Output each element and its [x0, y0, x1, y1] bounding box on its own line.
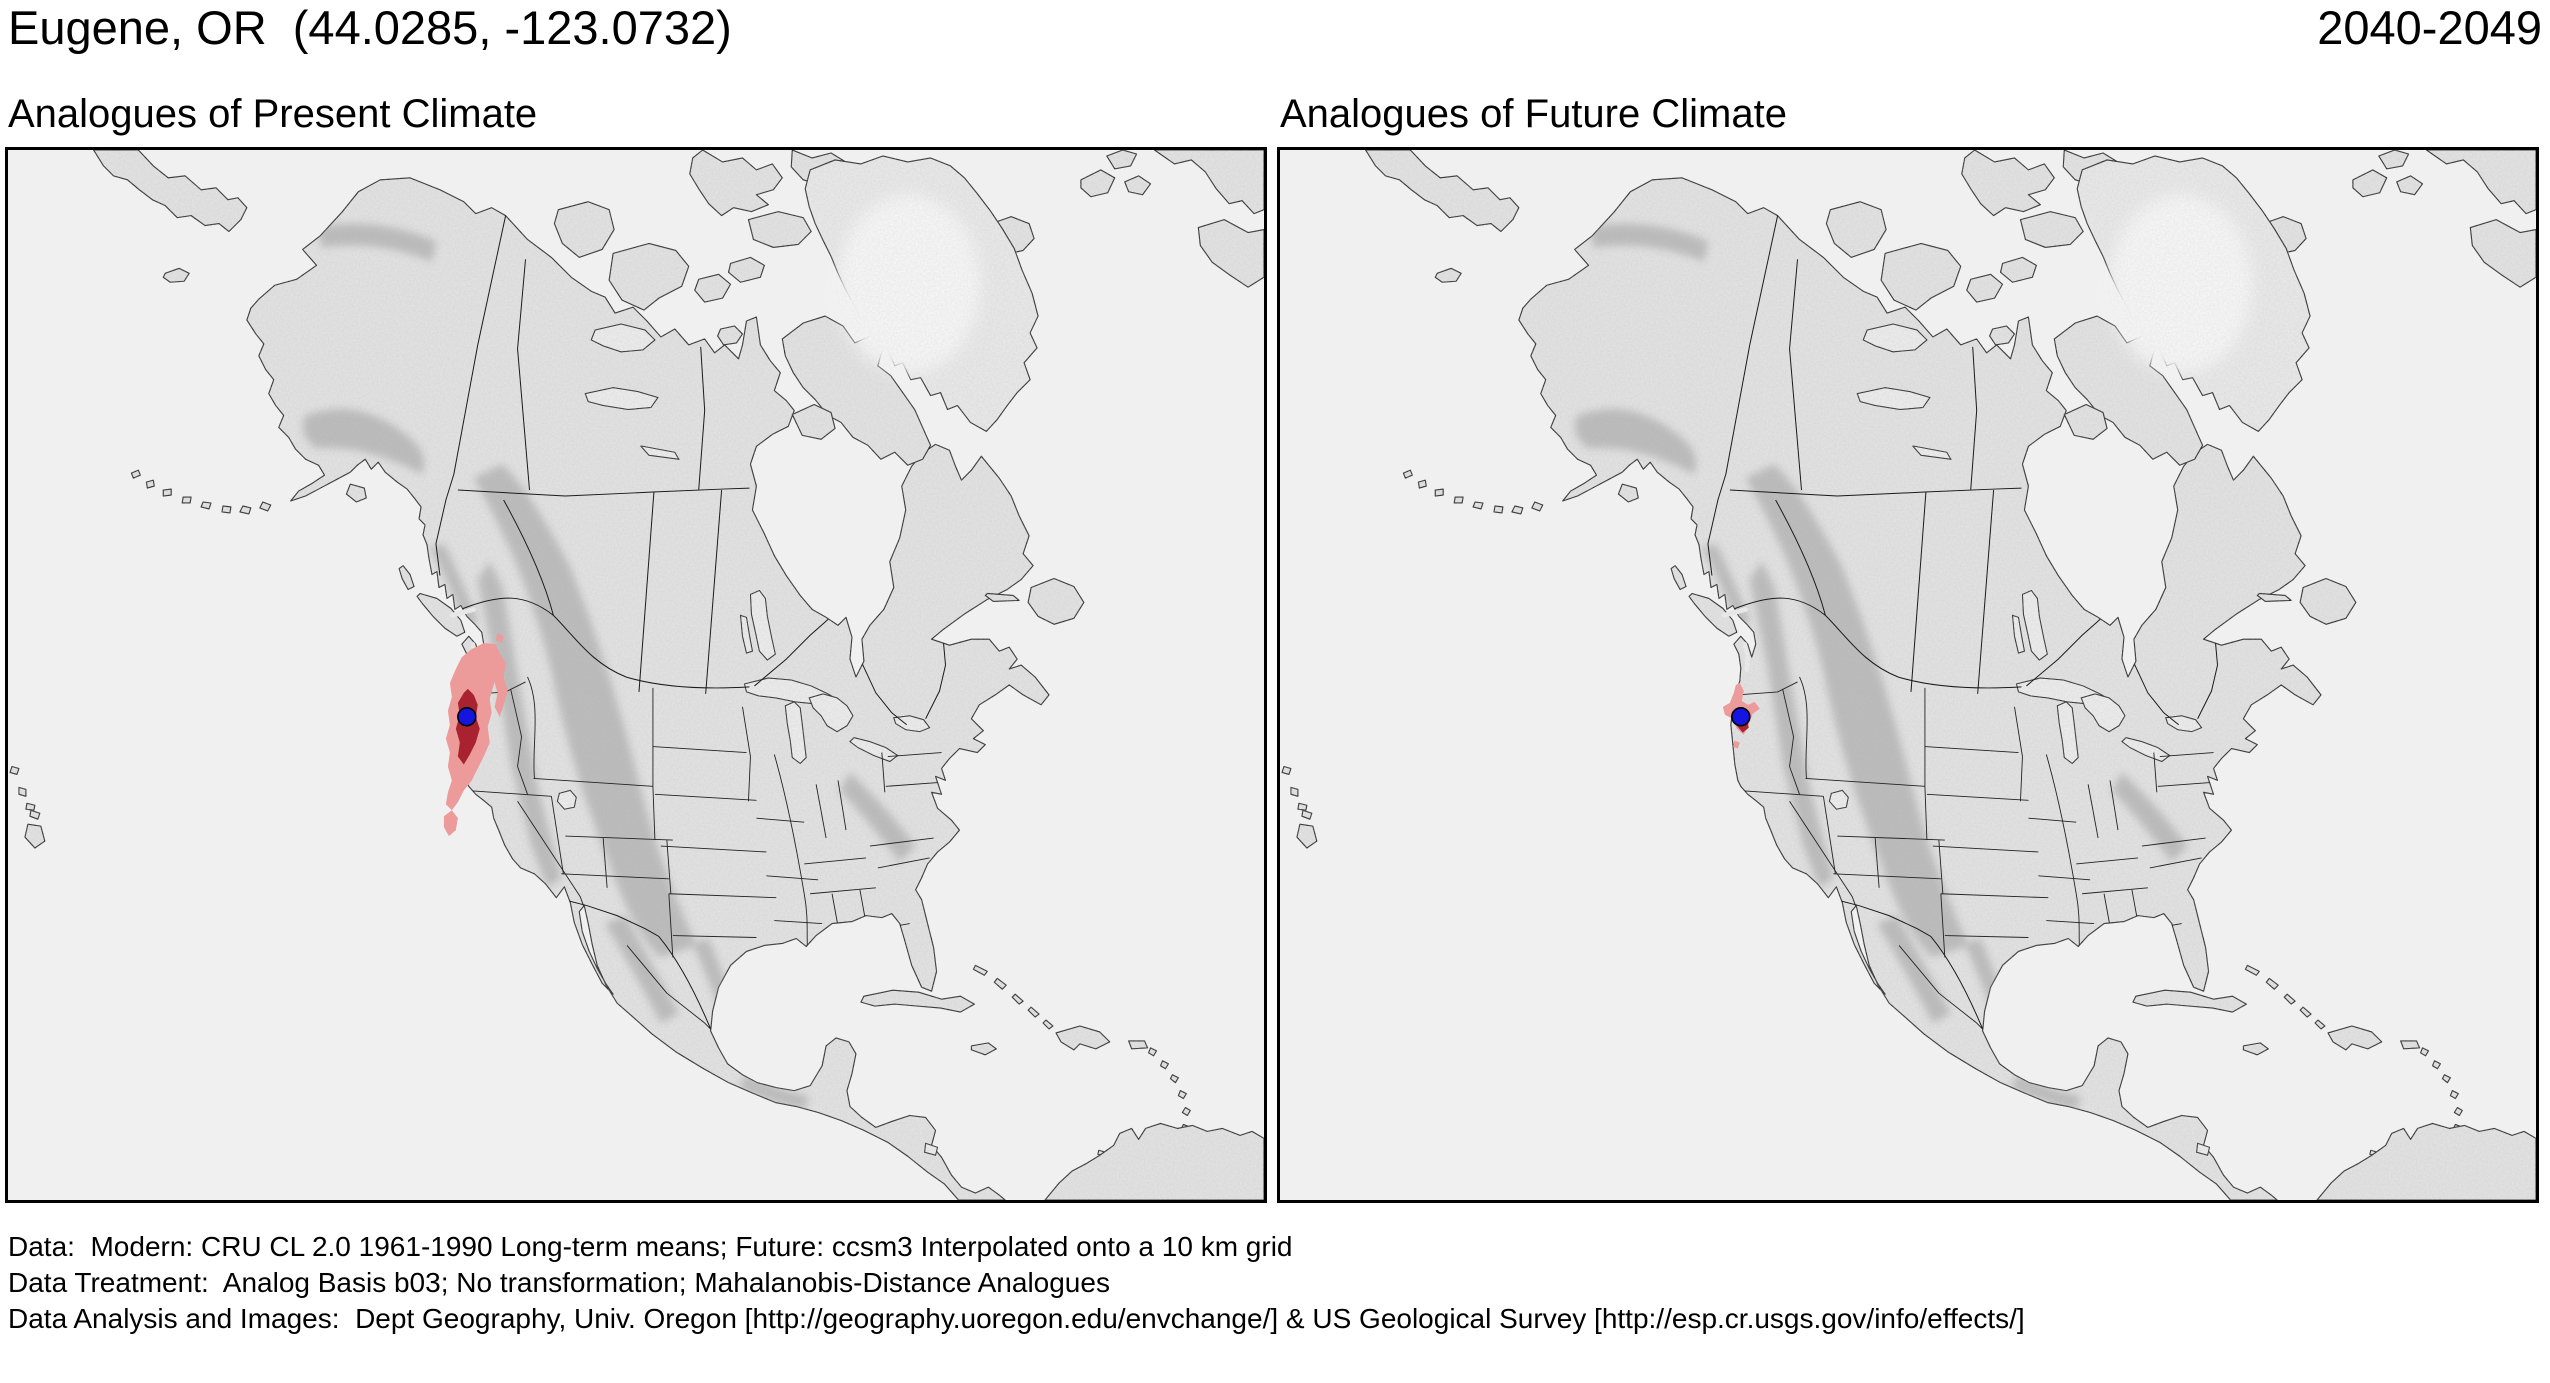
site-marker-future	[1731, 707, 1751, 727]
footer-data-treatment-line: Data Treatment: Analog Basis b03; No tra…	[8, 1267, 1110, 1298]
map-panel-present	[5, 147, 1267, 1203]
page-title-location: Eugene, OR (44.0285, -123.0732)	[8, 1, 732, 54]
north-america-map-present	[8, 150, 1264, 1200]
page-title-period: 2040-2049	[2317, 1, 2542, 54]
panel-title-future: Analogues of Future Climate	[1280, 92, 1787, 136]
map-panel-future	[1277, 147, 2539, 1203]
north-america-map-future	[1280, 150, 2536, 1200]
footer-data-source-line: Data: Modern: CRU CL 2.0 1961-1990 Long-…	[8, 1231, 1293, 1262]
site-marker-present	[457, 707, 477, 727]
footer-credits-line: Data Analysis and Images: Dept Geography…	[8, 1303, 2025, 1334]
panel-title-present: Analogues of Present Climate	[8, 92, 538, 136]
